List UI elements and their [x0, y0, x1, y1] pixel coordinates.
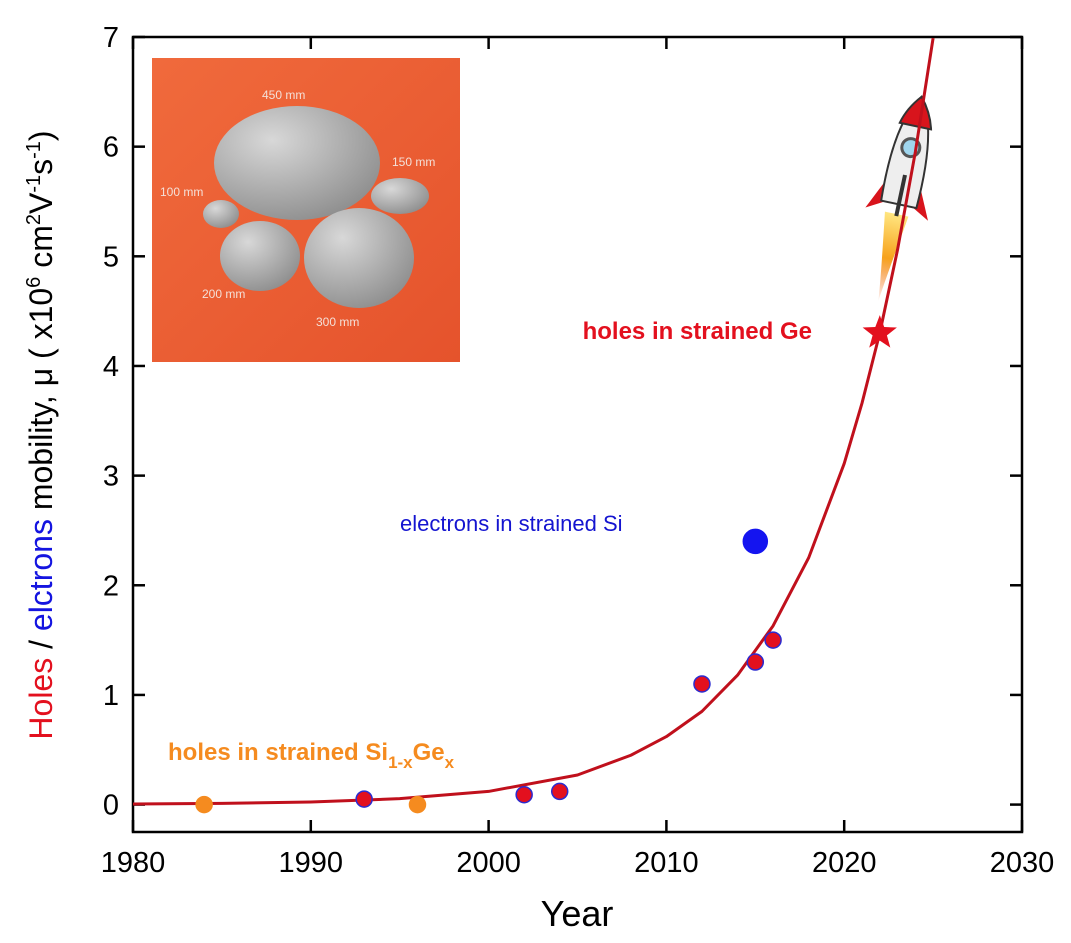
y-label-part: mobility, μ ( x10: [23, 288, 59, 519]
y-label-part: V: [23, 192, 59, 214]
x-tick-label: 2020: [812, 847, 877, 879]
y-tick-label: 3: [103, 461, 119, 493]
y-label-part: ): [23, 130, 59, 141]
inset-label: 450 mm: [262, 88, 305, 102]
inset-label: 200 mm: [202, 287, 245, 301]
annotation-part: holes in strained Si: [168, 739, 388, 766]
annotation-part: Ge: [413, 739, 445, 766]
inset-label: 100 mm: [160, 185, 203, 199]
y-tick-label: 1: [103, 680, 119, 712]
y-label-part: 2: [23, 214, 45, 225]
inset-photo: 450 mm 150 mm 100 mm 200 mm 300 mm: [152, 58, 460, 362]
wafer: [371, 178, 429, 214]
y-tick-label: 0: [103, 790, 119, 822]
data-point: [694, 676, 710, 692]
x-tick-label: 1990: [279, 847, 344, 879]
y-label-part: elctrons: [23, 519, 59, 631]
y-label-part: Holes: [23, 658, 59, 740]
x-tick-label: 1980: [101, 847, 166, 879]
x-tick-label: 2000: [456, 847, 521, 879]
data-point: [196, 797, 212, 813]
inset-label: 150 mm: [392, 155, 435, 169]
y-tick-label: 2: [103, 570, 119, 602]
wafer: [214, 106, 380, 220]
data-point: [765, 632, 781, 648]
data-point: [516, 787, 532, 803]
y-label-part: -1: [23, 141, 45, 159]
wafer: [304, 208, 414, 308]
inset-label: 300 mm: [316, 315, 359, 329]
y-label-part: 6: [23, 277, 45, 288]
x-tick-label: 2030: [990, 847, 1055, 879]
data-point: [747, 654, 763, 670]
data-point-star: [863, 315, 897, 348]
y-label-part: cm: [23, 225, 59, 277]
y-tick-label: 4: [103, 351, 119, 383]
y-label-part: s: [23, 159, 59, 175]
y-tick-label: 6: [103, 132, 119, 164]
chart: 450 mm 150 mm 100 mm 200 mm 300 mm 1980 1…: [0, 0, 1071, 938]
data-point: [409, 797, 425, 813]
data-point: [552, 783, 568, 799]
y-tick-label: 7: [103, 22, 119, 54]
annotation-part: 1-x: [388, 753, 413, 772]
annotation: electrons in strained Si: [400, 511, 623, 536]
annotation-part: x: [445, 753, 455, 772]
x-axis-label: Year: [541, 893, 614, 934]
annotation: holes in strained Ge: [583, 318, 812, 345]
data-point: [743, 529, 767, 553]
y-tick-label: 5: [103, 241, 119, 273]
annotation: holes in strained Si1-xGex: [168, 739, 455, 772]
y-label-part: -1: [23, 175, 45, 193]
rocket-icon: [847, 90, 953, 309]
y-axis-label: Holes / elctrons mobility, μ ( x106 cm2V…: [23, 130, 59, 739]
y-label-part: /: [23, 631, 59, 658]
wafer: [203, 200, 239, 228]
data-point: [356, 791, 372, 807]
wafer: [220, 221, 300, 291]
x-tick-label: 2010: [634, 847, 699, 879]
